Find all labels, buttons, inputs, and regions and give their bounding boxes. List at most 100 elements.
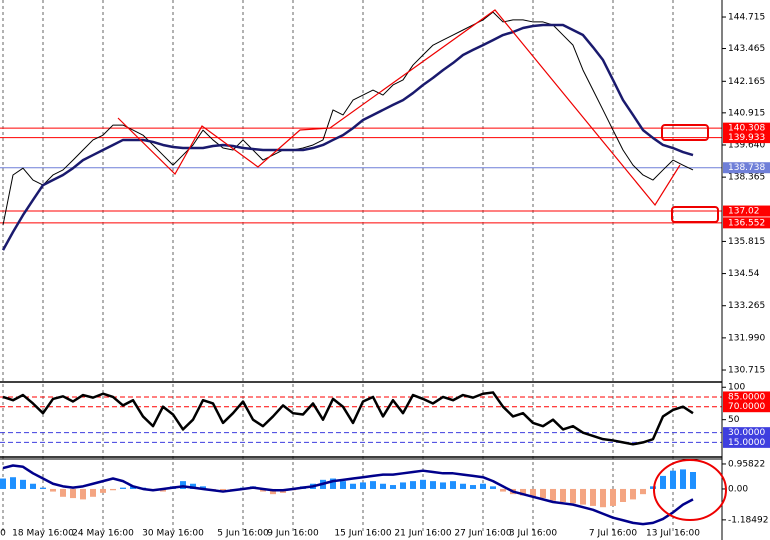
histogram-bar	[190, 483, 196, 489]
y-tick-label: 0.95822	[728, 459, 765, 469]
histogram-bar	[660, 475, 666, 489]
histogram-bar	[670, 470, 676, 489]
histogram-bar	[360, 482, 366, 489]
histogram-bar	[70, 488, 76, 499]
histogram-bar	[160, 488, 166, 492]
histogram-bar	[220, 488, 226, 492]
x-tick-label: 15 Jun 16:00	[334, 529, 391, 539]
y-tick-label: 139.640	[728, 140, 765, 150]
histogram-bar	[110, 488, 116, 491]
x-tick-label: 9 Jun 16:00	[267, 529, 319, 539]
x-tick-label: 13 Jul 16:00	[646, 529, 700, 539]
level-label: 139.933	[728, 133, 765, 143]
highlight-box	[661, 124, 709, 141]
x-tick-label: 30 May 16:00	[142, 529, 204, 539]
y-tick-label: 0.00	[728, 484, 748, 494]
y-tick-label: -1.18492	[728, 515, 768, 525]
y-tick-label: 142.165	[728, 77, 765, 87]
level-label: 15.0000	[728, 438, 765, 448]
level-tag	[723, 391, 770, 403]
histogram-bar	[350, 483, 356, 489]
histogram-bar	[580, 488, 586, 505]
y-tick-label: 130.715	[728, 366, 765, 376]
histogram-bar	[600, 488, 606, 508]
histogram-bar	[90, 488, 96, 497]
level-tag	[723, 122, 770, 134]
histogram-bar	[100, 488, 106, 493]
y-tick-label: 100	[728, 383, 745, 393]
histogram-bar	[620, 488, 626, 502]
histogram-bar	[20, 479, 26, 489]
histogram-bar	[470, 485, 476, 489]
level-label: 85.0000	[728, 392, 765, 402]
highlight-circle	[653, 459, 727, 521]
histogram-bar	[640, 488, 646, 495]
histogram-bar	[550, 488, 556, 501]
histogram-bar	[0, 478, 6, 489]
level-tag	[723, 427, 770, 439]
histogram-bar	[130, 486, 136, 489]
level-tag	[723, 436, 770, 448]
highlight-box	[671, 206, 719, 223]
histogram-bar	[530, 488, 536, 497]
level-label: 30.0000	[728, 428, 765, 438]
histogram-bar	[500, 488, 506, 492]
series-line	[2, 11, 694, 226]
y-tick-label: 138.365	[728, 173, 765, 183]
histogram-bar	[120, 487, 126, 489]
histogram-bar	[370, 481, 376, 489]
y-tick-label: 134.54	[728, 269, 760, 279]
series-line	[1, 23, 694, 251]
y-tick-label: 144.715	[728, 13, 765, 23]
histogram-bar	[390, 485, 396, 489]
y-tick-label: 135.815	[728, 237, 765, 247]
x-tick-label: 7 Jul 16:00	[589, 529, 638, 539]
level-label: 70.0000	[728, 402, 765, 412]
level-tag	[723, 132, 770, 144]
x-tick-label: 3 Jul 16:00	[509, 529, 558, 539]
level-tag	[723, 205, 770, 217]
histogram-bar	[380, 483, 386, 489]
level-label: 137.02	[728, 207, 760, 217]
histogram-bar	[480, 483, 486, 489]
histogram-bar	[680, 469, 686, 489]
x-tick-label: 0	[0, 529, 6, 539]
histogram-bar	[650, 486, 656, 489]
y-tick-label: 140.915	[728, 108, 765, 118]
level-tag	[723, 162, 770, 174]
histogram-bar	[50, 488, 56, 492]
histogram-bar	[200, 486, 206, 489]
level-label: 136.552	[728, 218, 765, 228]
marks-layer	[0, 11, 696, 526]
histogram-bar	[540, 488, 546, 499]
histogram-bar	[610, 488, 616, 506]
histogram-bar	[450, 481, 456, 489]
histogram-bar	[340, 481, 346, 489]
y-tick-label: 143.465	[728, 44, 765, 54]
x-tick-label: 21 Jun 16:00	[394, 529, 451, 539]
series-line	[2, 464, 694, 526]
histogram-bar	[60, 488, 66, 497]
y-tick-label: 50	[728, 415, 740, 425]
histogram-bar	[410, 481, 416, 489]
grid-layer	[0, 0, 726, 532]
histogram-bar	[490, 486, 496, 489]
histogram-bar	[420, 479, 426, 489]
histogram-bar	[30, 483, 36, 489]
level-label: 138.738	[728, 163, 765, 173]
histogram-bar	[180, 481, 186, 489]
histogram-bar	[570, 488, 576, 504]
histogram-bar	[80, 488, 86, 500]
histogram-bar	[400, 482, 406, 489]
x-tick-label: 24 May 16:00	[72, 529, 134, 539]
histogram-bar	[440, 482, 446, 489]
x-tick-label: 27 Jun 16:00	[454, 529, 511, 539]
histogram-bar	[520, 488, 526, 496]
histogram-bar	[590, 488, 596, 506]
histogram-bar	[270, 488, 276, 495]
level-label: 140.308	[728, 124, 765, 134]
histogram-bar	[330, 478, 336, 489]
